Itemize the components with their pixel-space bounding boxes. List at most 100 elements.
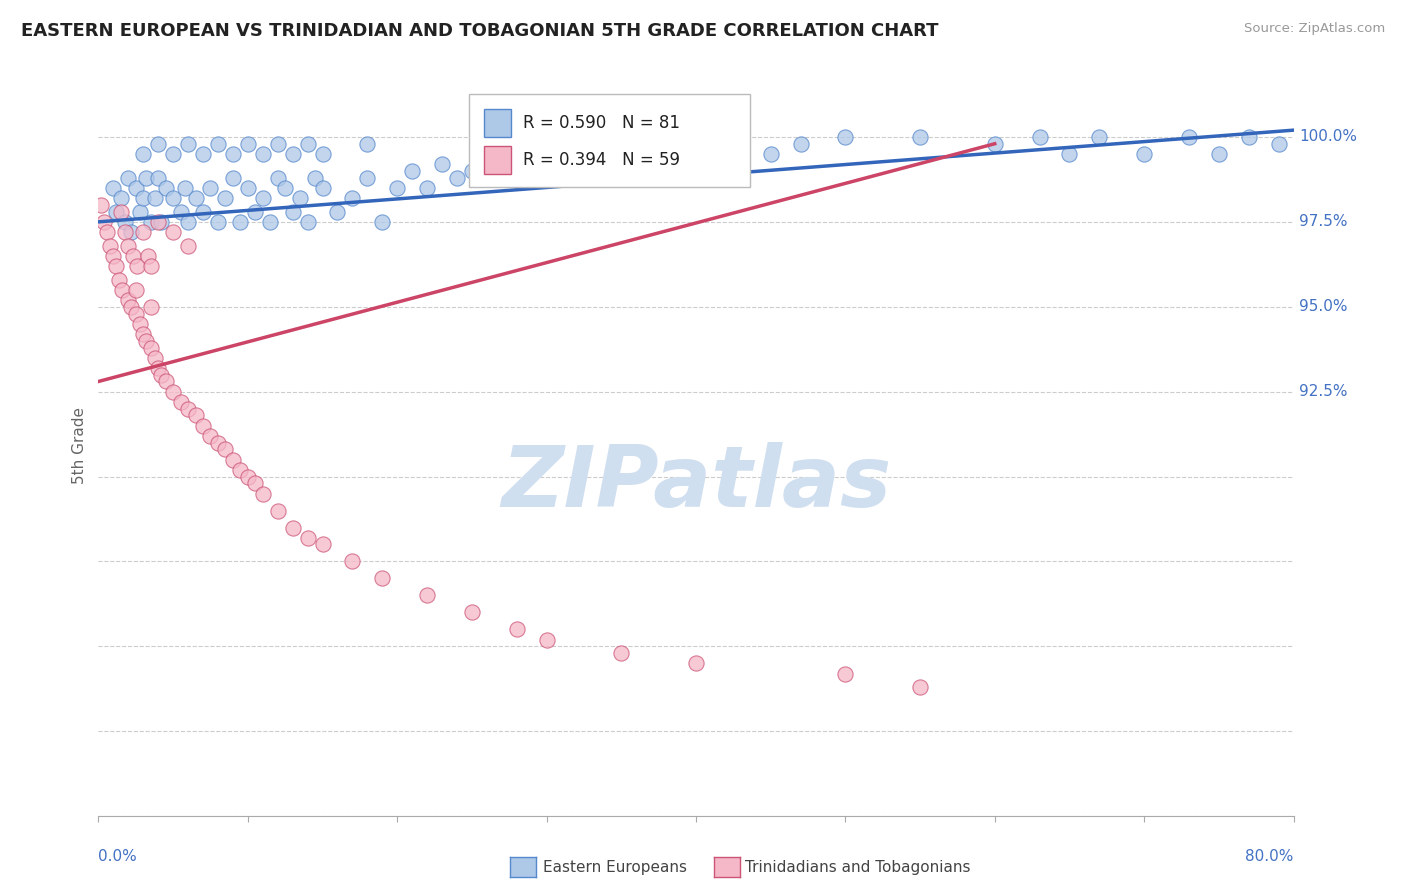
Point — [143, 351, 166, 365]
Text: Trinidadians and Tobagonians: Trinidadians and Tobagonians — [745, 860, 970, 874]
Point — [117, 170, 139, 185]
Point — [162, 384, 184, 399]
Point — [184, 191, 207, 205]
Point — [96, 225, 118, 239]
Point — [148, 215, 170, 229]
Point — [1178, 130, 1201, 145]
Point — [789, 136, 811, 151]
Point — [114, 225, 136, 239]
Point — [520, 170, 543, 185]
Point — [685, 657, 707, 671]
Point — [267, 170, 290, 185]
Bar — [485, 109, 510, 136]
Point — [259, 215, 281, 229]
Point — [191, 204, 214, 219]
Point — [655, 164, 678, 178]
Point — [114, 215, 136, 229]
Point — [267, 503, 290, 517]
Point — [1267, 136, 1289, 151]
Point — [252, 191, 274, 205]
Point — [207, 136, 229, 151]
Text: Eastern Europeans: Eastern Europeans — [543, 860, 686, 874]
Point — [252, 147, 274, 161]
Point — [461, 606, 484, 620]
Point — [311, 537, 333, 551]
Point — [155, 375, 177, 389]
Text: R = 0.590   N = 81: R = 0.590 N = 81 — [523, 114, 679, 132]
Point — [461, 164, 484, 178]
Point — [236, 469, 259, 483]
Point — [184, 409, 207, 423]
Point — [207, 215, 229, 229]
Point — [1088, 130, 1111, 145]
Point — [385, 181, 409, 195]
Point — [162, 191, 184, 205]
Point — [416, 181, 439, 195]
Point — [222, 170, 245, 185]
Point — [136, 249, 159, 263]
Point — [93, 215, 115, 229]
Point — [1133, 147, 1156, 161]
Point — [117, 293, 139, 307]
Point — [207, 435, 229, 450]
Point — [267, 136, 290, 151]
Point — [222, 452, 245, 467]
Point — [139, 259, 162, 273]
Point — [139, 300, 162, 314]
Point — [536, 632, 558, 647]
Point — [132, 225, 155, 239]
Point — [150, 215, 173, 229]
Text: 95.0%: 95.0% — [1299, 299, 1348, 314]
Point — [252, 486, 274, 500]
Point — [371, 571, 394, 585]
Point — [446, 170, 468, 185]
Point — [169, 395, 191, 409]
Point — [229, 215, 252, 229]
Point — [148, 360, 170, 375]
Point — [297, 531, 319, 545]
Point — [143, 191, 166, 205]
Point — [281, 147, 304, 161]
Point — [565, 157, 588, 171]
Point — [311, 181, 333, 195]
Point — [1028, 130, 1050, 145]
Point — [222, 147, 245, 161]
Point — [110, 191, 132, 205]
Point — [132, 191, 155, 205]
Point — [132, 147, 155, 161]
Point — [281, 520, 304, 534]
Text: Source: ZipAtlas.com: Source: ZipAtlas.com — [1244, 22, 1385, 36]
Point — [834, 666, 856, 681]
Point — [139, 215, 162, 229]
Point — [191, 418, 214, 433]
Point — [245, 476, 267, 491]
Point — [274, 181, 297, 195]
Point — [416, 589, 439, 603]
Point — [200, 181, 222, 195]
Point — [984, 136, 1007, 151]
Point — [311, 147, 333, 161]
Point — [148, 136, 170, 151]
Point — [245, 204, 267, 219]
FancyBboxPatch shape — [470, 95, 749, 187]
Text: 97.5%: 97.5% — [1299, 214, 1348, 229]
Point — [342, 191, 364, 205]
Point — [105, 204, 128, 219]
Point — [177, 215, 200, 229]
Point — [236, 136, 259, 151]
Point — [297, 215, 319, 229]
Point — [759, 147, 782, 161]
Point — [610, 646, 633, 660]
Point — [129, 204, 152, 219]
Point — [169, 204, 191, 219]
Point — [174, 181, 197, 195]
Point — [155, 181, 177, 195]
Point — [125, 307, 148, 321]
Point — [139, 341, 162, 355]
Point — [371, 215, 394, 229]
Text: EASTERN EUROPEAN VS TRINIDADIAN AND TOBAGONIAN 5TH GRADE CORRELATION CHART: EASTERN EUROPEAN VS TRINIDADIAN AND TOBA… — [21, 22, 939, 40]
Point — [129, 317, 152, 331]
Point — [229, 463, 252, 477]
Point — [834, 130, 856, 145]
Point — [304, 170, 326, 185]
